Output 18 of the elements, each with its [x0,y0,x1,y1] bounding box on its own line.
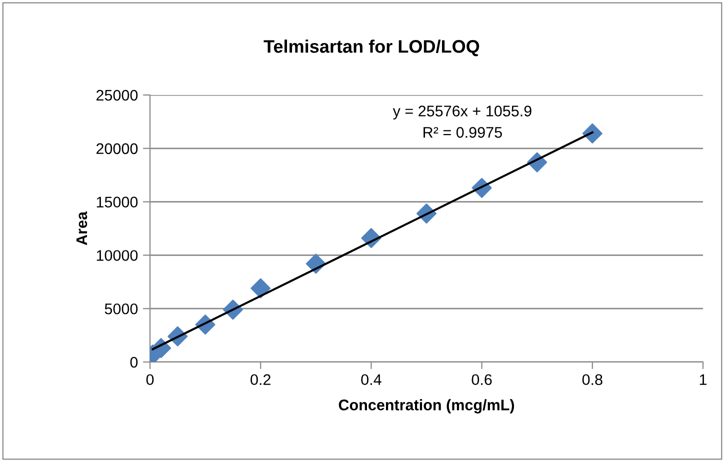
y-axis-title: Area [76,211,88,246]
x-axis-title: Concentration (mcg/mL) [338,399,514,414]
y-tick-label: 10000 [96,250,138,261]
x-tick-label: 0.6 [472,374,492,386]
annotation: y = 25576x + 1055.9 [392,106,532,120]
annotation: R² = 0.9975 [424,127,502,138]
y-tick-label: 15000 [96,196,138,208]
x-tick-label: 0.8 [582,374,602,386]
y-tick-label: 20000 [96,143,138,154]
y-tick-label: 25000 [96,90,138,101]
x-tick-label: 0.4 [361,374,382,386]
x-tick-label: 1 [700,374,707,385]
chart-title: Telmisartan for LOD/LOQ [264,40,480,56]
x-tick-label: 0 [146,374,154,386]
x-tick-label: 0.2 [250,374,270,386]
y-tick-label: 0 [130,356,138,368]
point [250,278,271,298]
y-tick-label: 5000 [104,303,138,314]
